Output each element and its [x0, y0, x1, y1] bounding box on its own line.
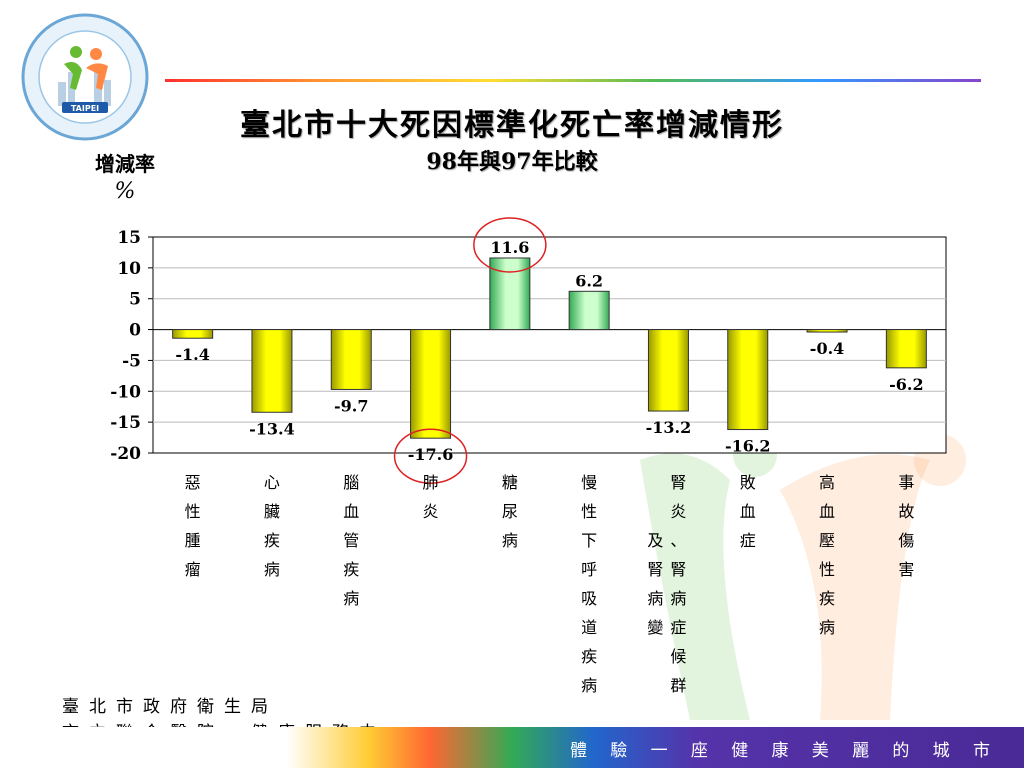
data-label: 6.2 — [575, 271, 603, 290]
highlight-circle — [393, 428, 468, 484]
data-label: -1.4 — [175, 345, 209, 364]
y-tick-label: -10 — [110, 382, 141, 402]
data-label: -17.6 — [408, 445, 454, 464]
bar — [489, 257, 531, 331]
x-category-label: 高血壓性疾病 — [819, 473, 836, 637]
bar — [172, 329, 214, 339]
y-axis-label-text: 增減率 — [95, 152, 155, 176]
bar — [647, 329, 689, 412]
x-category-label: 事故傷害 — [898, 473, 915, 579]
data-label: -13.4 — [249, 419, 295, 438]
data-label: -6.2 — [889, 375, 923, 394]
bar — [568, 290, 610, 331]
y-tick-label: 5 — [129, 290, 141, 310]
y-tick-label: -15 — [110, 413, 141, 433]
y-tick-label: 15 — [117, 228, 141, 248]
health-department-logo: TAIPEI — [21, 13, 149, 141]
slogan-character: 一 — [650, 741, 668, 761]
x-category-label: 惡性腫瘤 — [184, 473, 201, 579]
slogan-character: 康 — [771, 741, 789, 761]
x-category-label: 肺炎 — [422, 473, 439, 521]
data-label: -0.4 — [810, 339, 844, 358]
bar — [727, 329, 769, 431]
y-tick-label: -5 — [122, 351, 141, 371]
slide-subtitle: 98年與97年比較 — [426, 149, 598, 175]
slogan-character: 驗 — [610, 741, 628, 761]
x-category-label: 腦血管疾病 — [343, 473, 360, 608]
bar — [251, 329, 293, 413]
slogan-character: 麗 — [852, 741, 870, 761]
y-tick-label: -20 — [110, 444, 141, 464]
data-label: -9.7 — [334, 396, 368, 415]
bar — [885, 329, 927, 369]
slogan-character: 市 — [972, 741, 990, 761]
highlight-circle — [473, 217, 547, 273]
data-label: -13.2 — [646, 418, 692, 437]
x-category-label: 敗血症 — [739, 473, 756, 550]
x-category-label: 慢性下呼吸道疾病 — [581, 473, 598, 695]
footer-org-line1: 臺北市政府衛生局 — [62, 697, 278, 717]
slogan-character: 美 — [811, 741, 829, 761]
svg-text:TAIPEI: TAIPEI — [71, 104, 99, 113]
x-category-label: 心臟疾病 — [263, 473, 280, 579]
y-axis-label: 增減率 % — [80, 150, 170, 206]
x-category-label: 腎炎、腎病症候群 — [670, 473, 687, 695]
bar — [806, 329, 848, 333]
top-divider-line — [165, 79, 981, 82]
bar — [410, 329, 452, 439]
y-tick-label: 0 — [129, 321, 141, 341]
bottom-color-bar — [0, 727, 1024, 768]
y-tick-label: 10 — [117, 259, 141, 279]
city-slogan: 體驗一座健康美麗的城市 — [570, 736, 990, 761]
slogan-character: 健 — [731, 741, 749, 761]
x-category-label: 及腎病變 — [647, 531, 664, 637]
y-axis-unit: % — [114, 179, 136, 204]
x-category-label: 糖尿病 — [501, 473, 518, 550]
slogan-character: 體 — [570, 741, 587, 761]
data-label: 11.6 — [490, 238, 529, 257]
data-label: -16.2 — [725, 437, 771, 456]
slogan-character: 座 — [690, 741, 708, 761]
bar — [330, 329, 372, 390]
slogan-character: 城 — [932, 741, 950, 761]
slogan-character: 的 — [892, 741, 910, 761]
background-figures-decoration — [640, 433, 966, 720]
slide-title: 臺北市十大死因標準化死亡率增減情形 — [240, 108, 784, 143]
